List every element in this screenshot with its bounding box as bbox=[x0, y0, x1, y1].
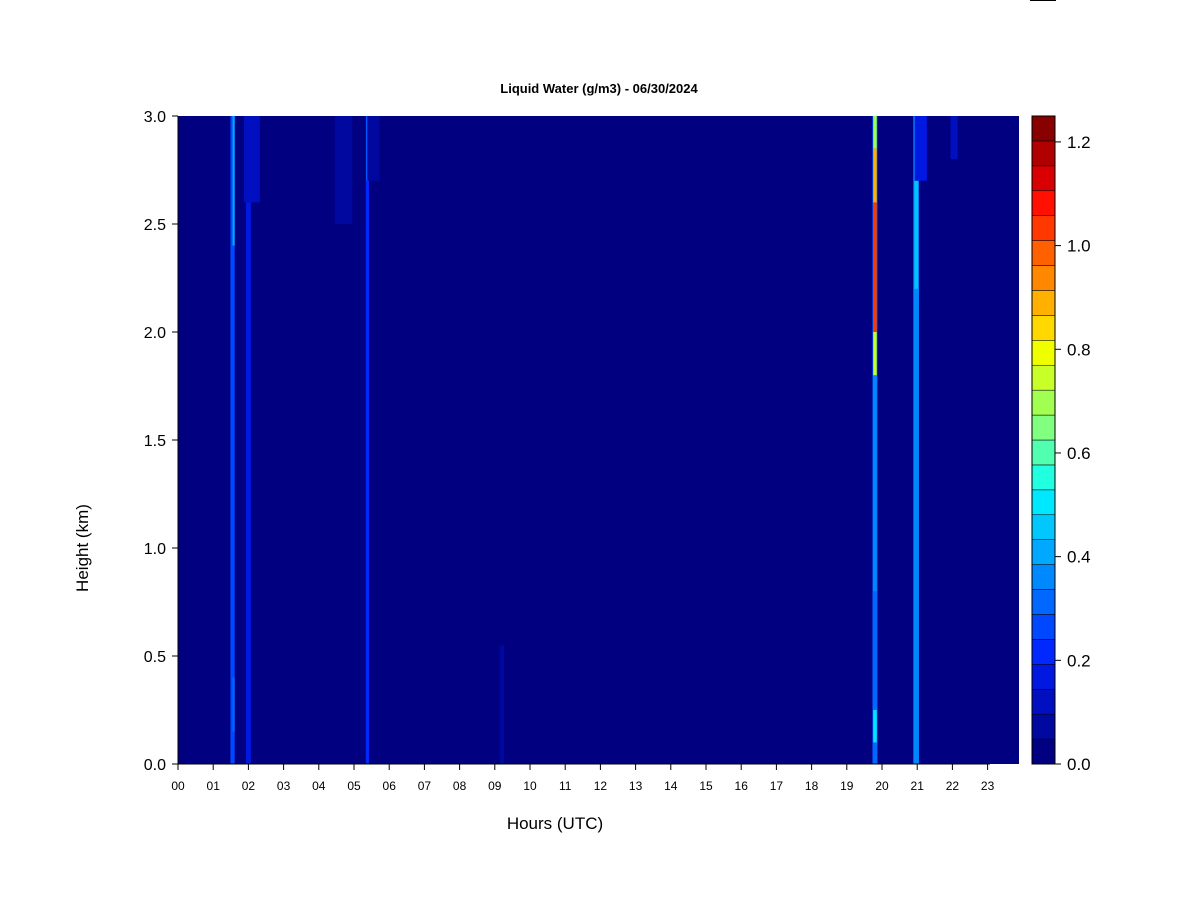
heatmap-feature bbox=[245, 116, 251, 764]
colorbar-swatch bbox=[1031, 290, 1056, 316]
colorbar-swatch bbox=[1031, 340, 1056, 366]
x-tick-label: 02 bbox=[242, 779, 256, 793]
x-tick-label: 00 bbox=[171, 779, 185, 793]
colorbar-swatch bbox=[1031, 589, 1056, 615]
x-tick-label: 14 bbox=[664, 779, 678, 793]
colorbar-swatch bbox=[1031, 713, 1056, 740]
colorbar-swatch bbox=[1031, 364, 1056, 391]
colorbar-swatch bbox=[1031, 215, 1056, 241]
x-axis: 00 01 02 03 04 05 06 07 08 09 10 11 12 13 14 15 16 17 18 19… bbox=[171, 763, 995, 793]
y-tick-label: 3.0 bbox=[144, 109, 166, 126]
heatmap-feature bbox=[365, 116, 369, 764]
colorbar-swatch bbox=[1031, 664, 1056, 690]
y-axis: 0.0 0.5 1.0 1.5 2.0 2.5 3.0 bbox=[144, 109, 179, 774]
colorbar-tick-label: 0.4 bbox=[1067, 548, 1091, 567]
colorbar-tick-label: 0.6 bbox=[1067, 444, 1091, 463]
colorbar-swatch bbox=[1031, 514, 1056, 540]
colorbar-swatch bbox=[1031, 464, 1056, 491]
colorbar-tick-label: 0.2 bbox=[1067, 651, 1091, 670]
colorbar-swatch bbox=[1031, 190, 1056, 216]
colorbar-swatch bbox=[1031, 140, 1056, 167]
heatmap-feature bbox=[873, 116, 877, 149]
colorbar-swatch bbox=[1031, 265, 1056, 291]
chart-title: Liquid Water (g/m3) - 06/30/2024 bbox=[500, 81, 698, 96]
heatmap-feature bbox=[913, 116, 919, 764]
x-tick-label: 10 bbox=[523, 779, 537, 793]
colorbar-swatch bbox=[1031, 389, 1056, 416]
x-tick-label: 19 bbox=[840, 779, 854, 793]
colorbar-swatch bbox=[1031, 240, 1056, 266]
x-tick-label: 11 bbox=[559, 779, 572, 793]
x-axis-label: Hours (UTC) bbox=[507, 814, 603, 833]
y-axis-label: Height (km) bbox=[73, 504, 92, 592]
x-tick-label: 23 bbox=[981, 779, 995, 793]
x-tick-label: 13 bbox=[629, 779, 643, 793]
plot-area bbox=[178, 116, 1019, 764]
y-tick-label: 0.0 bbox=[144, 757, 166, 774]
heatmap-feature bbox=[950, 116, 958, 160]
colorbar-swatch bbox=[1031, 115, 1056, 142]
heatmap-feature bbox=[873, 202, 877, 332]
x-tick-label: 12 bbox=[594, 779, 608, 793]
x-tick-label: 15 bbox=[699, 779, 713, 793]
heatmap-feature bbox=[334, 116, 353, 224]
colorbar: 0.0 0.2 0.4 0.6 0.8 1.0 1.2 bbox=[1031, 115, 1091, 774]
heatmap-feature bbox=[232, 677, 235, 732]
x-tick-label: 03 bbox=[277, 779, 291, 793]
heatmap-feature bbox=[914, 116, 927, 181]
y-tick-label: 2.0 bbox=[144, 325, 166, 342]
x-tick-label: 04 bbox=[312, 779, 326, 793]
colorbar-swatch bbox=[1031, 165, 1056, 192]
x-tick-label: 18 bbox=[805, 779, 819, 793]
heatmap-feature bbox=[873, 332, 877, 376]
colorbar-tick-label: 1.0 bbox=[1067, 237, 1091, 256]
heatmap-feature bbox=[232, 116, 235, 246]
colorbar-tick-label: 0.0 bbox=[1067, 755, 1091, 774]
x-tick-label: 20 bbox=[875, 779, 889, 793]
heatmap-feature bbox=[914, 116, 918, 289]
colorbar-swatch bbox=[1031, 489, 1056, 516]
colorbar-swatch bbox=[1031, 315, 1056, 341]
x-tick-label: 05 bbox=[347, 779, 361, 793]
colorbar-swatch bbox=[1031, 414, 1056, 441]
heatmap-features bbox=[230, 116, 958, 764]
colorbar-swatch bbox=[1031, 439, 1056, 466]
y-tick-label: 1.5 bbox=[144, 433, 166, 450]
x-tick-label: 07 bbox=[418, 779, 432, 793]
x-tick-label: 09 bbox=[488, 779, 502, 793]
x-tick-label: 17 bbox=[770, 779, 784, 793]
colorbar-swatch bbox=[1031, 738, 1056, 765]
x-tick-label: 22 bbox=[946, 779, 960, 793]
colorbar-swatch bbox=[1031, 688, 1056, 715]
colorbar-tick-label: 0.8 bbox=[1067, 340, 1091, 359]
colorbar-tick-label: 1.2 bbox=[1067, 133, 1091, 152]
y-tick-label: 2.5 bbox=[144, 217, 166, 234]
x-tick-label: 06 bbox=[383, 779, 397, 793]
x-tick-label: 08 bbox=[453, 779, 467, 793]
heatmap-feature bbox=[873, 148, 877, 203]
colorbar-swatch bbox=[1031, 564, 1056, 590]
heatmap-feature bbox=[873, 375, 877, 592]
colorbar-swatch bbox=[1031, 614, 1056, 640]
colorbar-swatch bbox=[1031, 539, 1056, 565]
x-tick-label: 01 bbox=[207, 779, 221, 793]
heatmap-feature bbox=[499, 645, 504, 764]
heatmap-background bbox=[178, 116, 1019, 764]
colorbar-swatch bbox=[1031, 639, 1056, 665]
y-tick-label: 1.0 bbox=[144, 541, 166, 558]
x-tick-label: 16 bbox=[735, 779, 749, 793]
x-tick-label: 21 bbox=[911, 779, 925, 793]
heatmap-feature bbox=[244, 116, 260, 203]
heatmap-feature bbox=[873, 710, 877, 743]
heatmap-feature bbox=[367, 116, 380, 181]
heatmap-feature bbox=[230, 116, 235, 764]
y-tick-label: 0.5 bbox=[144, 649, 166, 666]
